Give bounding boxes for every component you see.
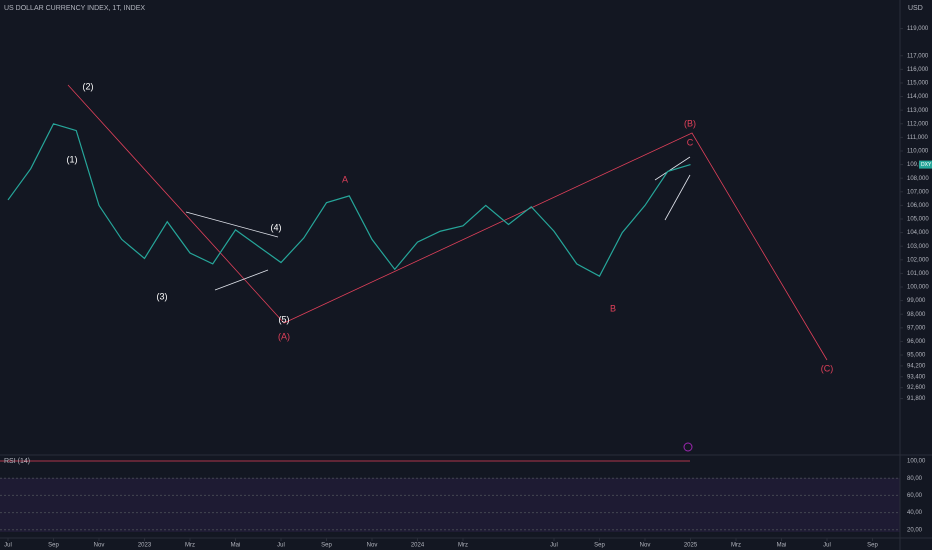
x-tick-label: Jul: [823, 543, 831, 549]
x-tick-label: Sep: [594, 543, 605, 549]
wave-line: [67, 84, 828, 361]
y-tick-label: 98,000: [907, 312, 926, 318]
y-tick-label: 113,000: [907, 108, 929, 114]
wave-label: (1): [67, 154, 78, 164]
y-tick-label: 110,000: [907, 149, 929, 155]
wave-label: C: [687, 137, 694, 147]
x-tick-label: Sep: [48, 543, 59, 549]
x-tick-label: Sep: [867, 543, 878, 549]
x-tick-label: Mrz: [458, 543, 468, 549]
y-tick-label: 96,000: [907, 339, 926, 345]
y-tick-label: 103,000: [907, 244, 929, 250]
chart-title: US DOLLAR CURRENCY INDEX, 1T, INDEX: [4, 5, 145, 12]
y-tick-label: 100,000: [907, 285, 929, 291]
currency: USD: [908, 5, 923, 12]
x-tick-label: 2025: [684, 543, 698, 549]
x-tick-label: Jul: [277, 543, 285, 549]
x-tick-label: 2023: [138, 543, 152, 549]
y-tick-label: 108,000: [907, 176, 929, 182]
y-tick-label: 114,000: [907, 94, 929, 100]
x-tick-label: Jul: [550, 543, 558, 549]
x-tick-label: Mai: [231, 543, 241, 549]
wedge-line: [214, 269, 269, 291]
x-tick-label: Mrz: [185, 543, 195, 549]
x-tick-label: Nov: [367, 543, 378, 549]
wave-label: (4): [271, 222, 282, 232]
y-tick-label: 40,00: [907, 510, 923, 516]
y-tick-label: 119,000: [907, 26, 929, 32]
y-tick-label: 112,000: [907, 121, 929, 127]
y-tick-label: 115,000: [907, 81, 929, 87]
y-tick-label: 105,000: [907, 217, 929, 223]
wave-label: (5): [279, 314, 290, 324]
y-tick-label: 93,400: [907, 374, 926, 380]
x-tick-label: Mai: [777, 543, 787, 549]
y-tick-label: 102,000: [907, 257, 929, 263]
wedge-line: [664, 174, 691, 221]
wave-label: (C): [821, 363, 834, 373]
y-tick-label: 111,000: [907, 135, 928, 141]
x-tick-label: Sep: [321, 543, 332, 549]
y-tick-label: 101,000: [907, 271, 929, 277]
x-tick-label: 2024: [411, 543, 425, 549]
wave-label: B: [610, 303, 616, 313]
wave-label: (3): [157, 291, 168, 301]
wave-label: (A): [278, 331, 290, 341]
y-tick-label: 97,000: [907, 325, 926, 331]
y-tick-label: 80,00: [907, 476, 923, 482]
rsi-band: [0, 478, 900, 532]
y-tick-label: 60,00: [907, 493, 923, 499]
y-tick-label: 92,600: [907, 385, 926, 391]
y-tick-label: 116,000: [907, 67, 929, 73]
price-line: [7, 123, 691, 277]
indicator-name: RSI (14): [4, 458, 30, 465]
x-tick-label: Nov: [640, 543, 651, 549]
y-tick-label: 117,000: [907, 53, 929, 59]
price-tag: [919, 160, 932, 169]
x-tick-label: Jul: [4, 543, 12, 549]
wedge-line: [654, 156, 691, 181]
y-tick-label: 94,200: [907, 363, 926, 369]
y-tick-label: 99,000: [907, 298, 926, 304]
y-tick-label: 104,000: [907, 230, 929, 236]
x-tick-label: Mrz: [731, 543, 741, 549]
wave-label: A: [342, 174, 348, 184]
wedge-line: [185, 211, 279, 238]
y-tick-label: 107,000: [907, 189, 929, 195]
legend-label: DXY: [921, 162, 932, 168]
y-tick-label: 100,00: [907, 459, 926, 465]
wave-label: (2): [83, 81, 94, 91]
icon: [683, 442, 693, 452]
wave-label: (B): [684, 118, 696, 128]
y-tick-label: 95,000: [907, 353, 926, 359]
y-tick-label: 91,800: [907, 396, 926, 402]
x-tick-label: Nov: [94, 543, 105, 549]
y-tick-label: 106,000: [907, 203, 929, 209]
y-tick-label: 20,00: [907, 527, 923, 533]
y-tick-label: 109,000: [907, 162, 929, 168]
